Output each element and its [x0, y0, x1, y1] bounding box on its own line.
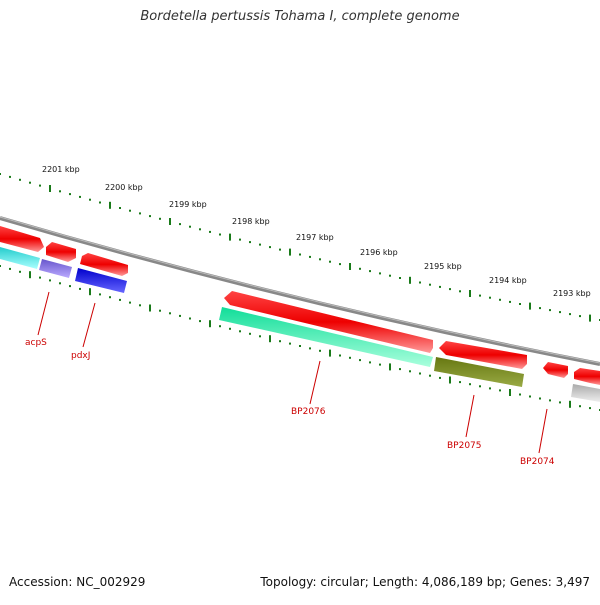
- kbp-label-2199: 2199 kbp: [169, 200, 207, 209]
- accession-text: Accession: NC_002929: [9, 575, 146, 589]
- gene-forward-acpS-region[interactable]: [0, 226, 44, 252]
- gene-label-acpS[interactable]: acpS: [25, 338, 47, 348]
- leader-line-BP2074: [538, 408, 548, 454]
- kbp-label-2193: 2193 kbp: [553, 289, 591, 298]
- gene-reverse-grey[interactable]: [571, 384, 600, 402]
- gene-reverse-BP2076[interactable]: [219, 307, 433, 367]
- gene-label-BP2075[interactable]: BP2075: [447, 441, 482, 451]
- kbp-label-2201: 2201 kbp: [42, 165, 80, 174]
- kbp-label-2198: 2198 kbp: [232, 217, 270, 226]
- gene-label-BP2074[interactable]: BP2074: [520, 457, 555, 467]
- kbp-label-2194: 2194 kbp: [489, 276, 527, 285]
- gene-forward-edge[interactable]: [574, 368, 600, 385]
- leader-line-pdxJ: [82, 302, 96, 348]
- leader-line-BP2075: [465, 394, 475, 438]
- gene-forward-2[interactable]: [46, 242, 76, 262]
- map-title: Bordetella pertussis Tohama I, complete …: [140, 9, 460, 24]
- outer-scale: [0, 173, 600, 322]
- kbp-label-2195: 2195 kbp: [424, 262, 462, 271]
- gene-forward-BP2075[interactable]: [439, 341, 527, 369]
- gene-reverse-pdxJ[interactable]: [75, 268, 127, 293]
- gene-forward-BP2076[interactable]: [224, 291, 433, 353]
- gene-forward-BP2074[interactable]: [543, 362, 568, 378]
- gene-label-BP2076[interactable]: BP2076: [291, 407, 326, 417]
- gene-reverse-purple[interactable]: [39, 259, 72, 278]
- gene-reverse-BP2075[interactable]: [434, 357, 524, 387]
- gene-label-pdxJ[interactable]: pdxJ: [71, 351, 90, 361]
- leader-line-BP2076: [309, 360, 321, 405]
- kbp-label-2200: 2200 kbp: [105, 183, 143, 192]
- kbp-label-2197: 2197 kbp: [296, 233, 334, 242]
- genome-backbone-highlight: [0, 216, 600, 364]
- gene-forward-3[interactable]: [80, 253, 128, 276]
- genome-stats-text: Topology: circular; Length: 4,086,189 bp…: [260, 575, 590, 589]
- inner-scale: [0, 265, 600, 411]
- leader-line-acpS: [37, 291, 50, 336]
- genome-backbone: [0, 216, 600, 366]
- gene-reverse-cyan[interactable]: [0, 247, 40, 269]
- kbp-label-2196: 2196 kbp: [360, 248, 398, 257]
